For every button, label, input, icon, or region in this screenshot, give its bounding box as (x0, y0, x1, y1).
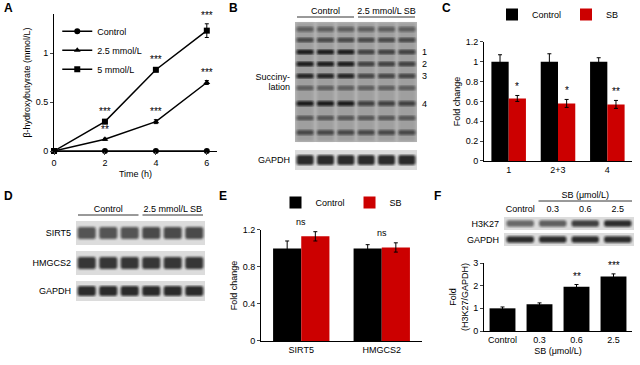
html-text:E: E (219, 189, 227, 203)
svg-text:0.3: 0.3 (546, 204, 559, 214)
svg-text:1.2: 1.2 (466, 37, 479, 47)
svg-text:Fold change: Fold change (229, 261, 239, 311)
svg-text:2: 2 (102, 158, 107, 168)
svg-text:SB: SB (390, 198, 402, 208)
svg-text:0: 0 (51, 158, 56, 168)
svg-text:4: 4 (422, 99, 427, 109)
svg-text:1: 1 (473, 303, 478, 313)
svg-text:SB (μmol/L): SB (μmol/L) (561, 190, 609, 200)
svg-text:SB: SB (606, 10, 618, 20)
svg-text:ns: ns (296, 217, 306, 227)
svg-text:4: 4 (605, 165, 610, 175)
svg-text:0.3: 0.3 (533, 335, 546, 345)
html-text:B: B (229, 1, 238, 15)
svg-text:***: *** (201, 10, 213, 21)
svg-text:0.5: 0.5 (36, 97, 49, 107)
svg-text:3: 3 (473, 258, 478, 268)
svg-text:0: 0 (43, 146, 48, 156)
svg-text:Succiny-lation: Succiny-lation (255, 72, 290, 92)
svg-text:HMGCS2: HMGCS2 (32, 258, 71, 268)
svg-text:GAPDH: GAPDH (467, 235, 499, 245)
svg-text:**: ** (573, 271, 581, 282)
svg-text:0.8: 0.8 (466, 77, 479, 87)
svg-text:SB (μmol/L): SB (μmol/L) (534, 346, 582, 356)
svg-text:***: *** (99, 106, 111, 117)
svg-text:Control: Control (532, 10, 561, 20)
svg-text:***: *** (150, 54, 162, 65)
svg-text:6: 6 (204, 158, 209, 168)
svg-text:**: ** (612, 86, 620, 97)
svg-text:2: 2 (473, 281, 478, 291)
svg-text:ns: ns (377, 228, 387, 238)
svg-text:2.5 mmol/L: 2.5 mmol/L (97, 46, 142, 56)
svg-text:GAPDH: GAPDH (258, 155, 290, 165)
svg-text:2: 2 (422, 59, 427, 69)
svg-text:HMGCS2: HMGCS2 (362, 345, 401, 355)
svg-text:2.5 mmol/L SB: 2.5 mmol/L SB (143, 204, 202, 214)
svg-text:***: *** (150, 106, 162, 117)
svg-text:4: 4 (153, 158, 158, 168)
html-text:C: C (442, 1, 451, 15)
svg-text:0.2: 0.2 (466, 136, 479, 146)
svg-text:2.5: 2.5 (607, 335, 620, 345)
svg-text:0.6: 0.6 (579, 204, 592, 214)
svg-text:2.5: 2.5 (611, 204, 624, 214)
svg-text:*: * (565, 85, 569, 96)
svg-text:Control: Control (311, 6, 340, 16)
svg-text:1.2: 1.2 (243, 225, 256, 235)
html-text:A: A (4, 1, 13, 15)
svg-text:Control: Control (97, 27, 126, 37)
svg-text:0.6: 0.6 (570, 335, 583, 345)
svg-text:SIRT5: SIRT5 (289, 345, 314, 355)
svg-text:Control: Control (488, 335, 517, 345)
svg-text:SIRT5: SIRT5 (46, 228, 71, 238)
svg-text:Control: Control (316, 198, 345, 208)
svg-text:Fold(H3K27/GAPDH): Fold(H3K27/GAPDH) (448, 263, 470, 331)
svg-text:2+3: 2+3 (550, 165, 565, 175)
svg-text:3: 3 (422, 71, 427, 81)
svg-text:***: *** (608, 260, 620, 271)
svg-text:1: 1 (506, 165, 511, 175)
svg-text:β-hydroxybutyrate (mmol/L): β-hydroxybutyrate (mmol/L) (22, 27, 32, 137)
svg-text:0: 0 (473, 156, 478, 166)
svg-text:***: *** (201, 67, 213, 78)
svg-text:Fold change: Fold change (452, 77, 462, 127)
svg-text:0.4: 0.4 (466, 116, 479, 126)
svg-text:0.6: 0.6 (466, 97, 479, 107)
svg-text:H3K27: H3K27 (471, 219, 499, 229)
svg-text:1: 1 (422, 47, 427, 57)
svg-text:Control: Control (506, 204, 535, 214)
svg-text:5 mmol/L: 5 mmol/L (97, 65, 134, 75)
svg-text:Control: Control (94, 204, 123, 214)
svg-text:**: ** (101, 124, 109, 135)
svg-text:0: 0 (250, 336, 255, 346)
html-text:F: F (434, 189, 442, 203)
html-text:D: D (4, 189, 13, 203)
svg-text:0.8: 0.8 (243, 262, 256, 272)
svg-text:0.4: 0.4 (243, 299, 256, 309)
svg-text:Time (h): Time (h) (119, 169, 152, 179)
svg-text:1: 1 (473, 57, 478, 67)
svg-text:GAPDH: GAPDH (39, 286, 71, 296)
svg-text:0: 0 (473, 326, 478, 336)
svg-text:1: 1 (43, 48, 48, 58)
svg-text:2.5 mmol/L SB: 2.5 mmol/L SB (357, 6, 416, 16)
svg-text:*: * (515, 81, 519, 92)
